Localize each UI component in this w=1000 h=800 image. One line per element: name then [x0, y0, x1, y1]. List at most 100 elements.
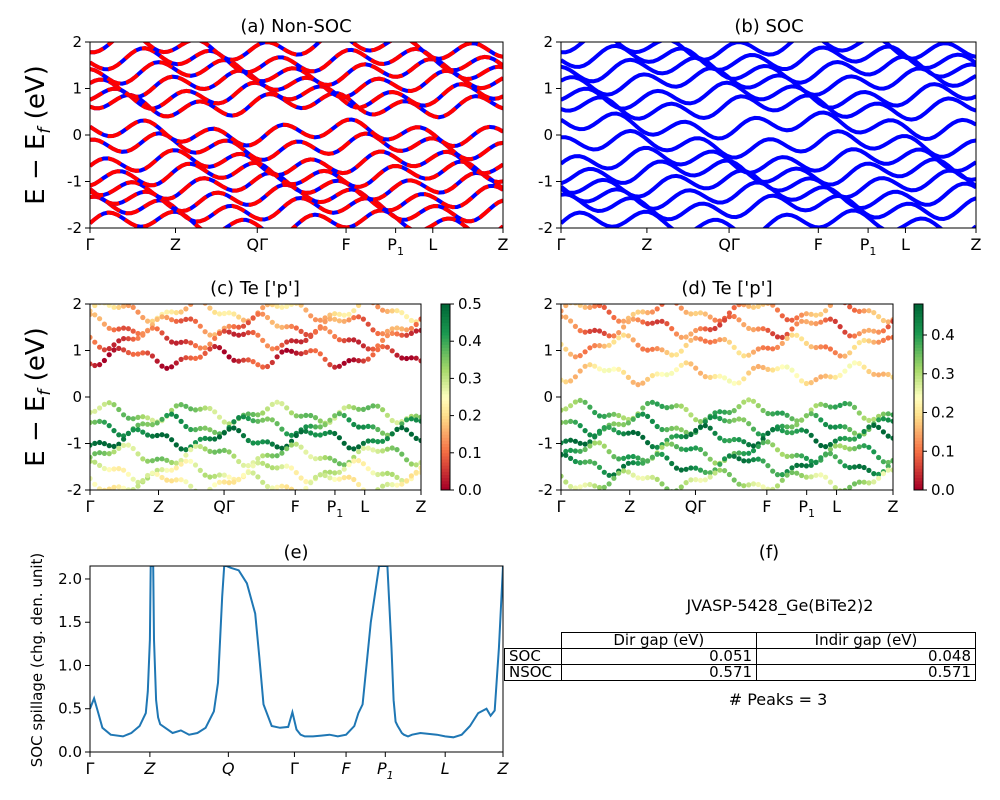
projection-point [736, 317, 742, 323]
projection-point [312, 432, 319, 438]
projection-point [630, 453, 636, 460]
x-tick-label: P1 [387, 235, 404, 258]
projection-point [212, 436, 218, 442]
projection-point [106, 346, 112, 352]
projection-point [577, 484, 583, 490]
projection-point [90, 334, 93, 340]
projection-point [673, 352, 680, 358]
projection-point [111, 466, 117, 472]
colorbar-step [914, 331, 923, 336]
projection-point [101, 487, 107, 490]
projection-point [837, 402, 843, 408]
projection-point [264, 406, 271, 412]
projection-point [346, 462, 352, 468]
projection-point [351, 446, 357, 452]
colorbar-step [441, 400, 450, 404]
projection-point [601, 413, 607, 419]
projection-point [245, 330, 251, 336]
projection-point [827, 346, 833, 352]
projection-point [284, 347, 290, 353]
projection-point [375, 330, 381, 337]
projection-point [327, 362, 333, 368]
colorbar-tick-label: 0.1 [931, 442, 955, 460]
projection-point [346, 358, 352, 364]
projection-point [592, 434, 598, 440]
projection-point [688, 331, 694, 337]
projection-point [851, 446, 858, 452]
projection-point [563, 314, 569, 320]
colorbar-step [914, 313, 923, 317]
projection-point [847, 363, 853, 369]
colorbar-step [914, 316, 923, 320]
projection-point [322, 455, 328, 461]
projection-point [169, 478, 175, 484]
projection-point [669, 326, 675, 332]
projection-point [693, 327, 699, 334]
projection-point [356, 458, 362, 464]
projection-point [380, 307, 386, 313]
projection-point [389, 308, 395, 314]
projection-point [97, 462, 103, 468]
projection-point [640, 434, 646, 440]
projection-point [674, 488, 679, 490]
colorbar-step [914, 431, 923, 435]
colorbar-tick-label: 0.0 [931, 481, 955, 499]
projection-point [635, 460, 641, 466]
projection-point [572, 485, 578, 490]
projection-point [365, 321, 371, 327]
projection-point [351, 454, 357, 460]
projection-point [561, 473, 564, 479]
projection-point [356, 424, 362, 430]
projection-point [173, 403, 179, 409]
projection-point [169, 364, 175, 370]
projection-point [164, 433, 170, 439]
colorbar-step [441, 375, 450, 379]
y-tick-label: 0 [543, 388, 553, 406]
projection-point [832, 485, 838, 490]
x-tick-label: F [814, 235, 823, 254]
colorbar-step [441, 307, 450, 311]
projection-point [885, 371, 891, 378]
projection-point [116, 441, 122, 447]
projection-point [654, 306, 660, 312]
projection-point [625, 430, 631, 436]
colorbar-step [441, 387, 450, 392]
colorbar-step [441, 443, 450, 448]
projection-point [722, 317, 728, 323]
projection-point [755, 346, 761, 352]
projection-point [683, 406, 689, 413]
projection-point [375, 448, 381, 454]
projection-point [794, 470, 800, 476]
projection-point [606, 481, 612, 487]
ylabel-rest: (eV) [21, 65, 51, 127]
projection-point [140, 421, 146, 427]
projection-point [789, 317, 795, 323]
projection-point [722, 409, 728, 415]
projection-point [404, 478, 410, 484]
x-tick-label: Z [170, 235, 181, 254]
band-line [561, 110, 976, 142]
projection-point [279, 349, 285, 355]
projection-point [890, 374, 893, 380]
projection-point [380, 337, 386, 343]
projection-point [717, 415, 723, 422]
colorbar-step [441, 378, 450, 382]
projection-point [880, 371, 886, 377]
projection-point [418, 327, 421, 333]
projection-point [97, 362, 103, 368]
projection-point [712, 410, 718, 416]
projection-point [250, 440, 256, 446]
projection-point [702, 374, 708, 380]
projection-point [707, 425, 713, 431]
projection-point [673, 444, 680, 450]
projection-point [193, 488, 198, 490]
colorbar-step [441, 335, 450, 339]
projection-point [678, 427, 684, 433]
projection-point [145, 472, 151, 479]
projection-point [207, 346, 213, 352]
projection-point [207, 474, 213, 480]
projection-point [202, 472, 208, 478]
projection-point [813, 377, 819, 383]
projection-point [284, 446, 290, 452]
